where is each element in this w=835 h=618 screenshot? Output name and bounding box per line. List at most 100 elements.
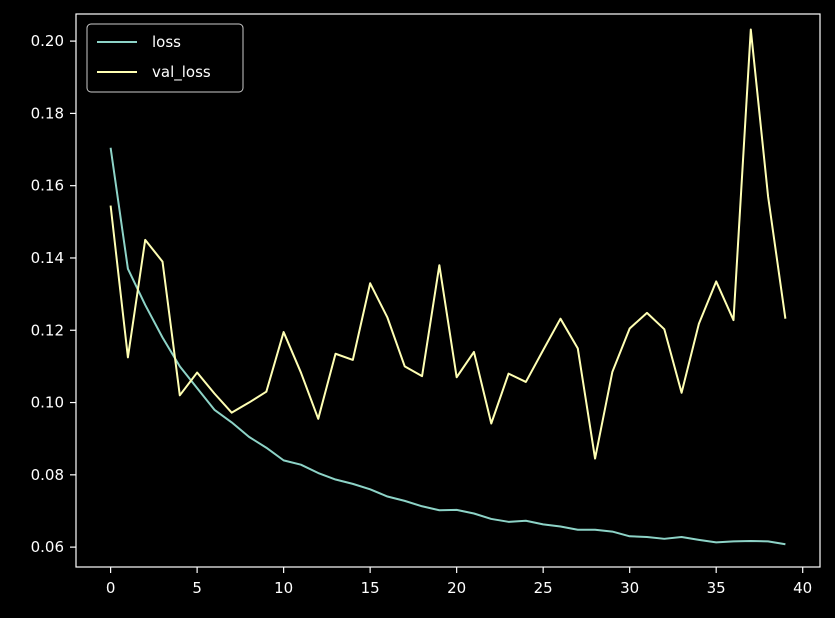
legend: loss val_loss: [86, 23, 244, 93]
data-point-loss-18: [420, 504, 424, 508]
data-point-val_loss-6: [212, 392, 216, 396]
data-point-val_loss-38: [766, 195, 770, 199]
data-point-val_loss-39: [783, 317, 787, 321]
legend-label-val_loss: val_loss: [152, 63, 211, 82]
data-point-val_loss-20: [455, 375, 459, 379]
data-point-loss-21: [472, 512, 476, 516]
data-point-val_loss-12: [316, 417, 320, 421]
data-point-loss-2: [143, 303, 147, 307]
data-point-val_loss-19: [437, 263, 441, 267]
y-tick-label: 0.20: [31, 32, 64, 50]
data-point-val_loss-30: [628, 326, 632, 330]
data-point-loss-33: [680, 535, 684, 539]
x-tick-label: 20: [447, 579, 466, 597]
y-axis: 0.06 0.08 0.10 0.12 0.14 0.16 0.18 0.20: [31, 32, 76, 556]
data-point-loss-32: [662, 537, 666, 541]
data-point-loss-28: [593, 528, 597, 532]
data-point-loss-5: [195, 386, 199, 390]
data-point-val_loss-9: [264, 390, 268, 394]
data-point-val_loss-34: [697, 322, 701, 326]
x-tick-label: 35: [707, 579, 726, 597]
data-point-loss-12: [316, 471, 320, 475]
data-point-val_loss-2: [143, 238, 147, 242]
data-point-val_loss-3: [161, 260, 165, 264]
data-point-loss-30: [628, 534, 632, 538]
data-point-loss-39: [783, 542, 787, 546]
data-point-val_loss-17: [403, 364, 407, 368]
series-line-val_loss: [109, 28, 787, 460]
data-point-loss-17: [403, 499, 407, 503]
data-point-val_loss-18: [420, 374, 424, 378]
data-point-val_loss-32: [662, 327, 666, 331]
data-point-loss-24: [524, 519, 528, 523]
data-point-val_loss-11: [299, 371, 303, 375]
data-point-loss-37: [749, 539, 753, 543]
x-tick-label: 5: [192, 579, 202, 597]
data-point-val_loss-1: [126, 355, 130, 359]
data-point-val_loss-5: [195, 371, 199, 375]
data-point-loss-15: [368, 487, 372, 491]
legend-label-loss: loss: [152, 33, 181, 51]
series-layer: [109, 28, 787, 546]
data-point-val_loss-25: [541, 348, 545, 352]
data-point-loss-13: [334, 478, 338, 482]
series-line-loss: [109, 147, 786, 546]
x-tick-label: 25: [534, 579, 553, 597]
data-point-val_loss-4: [178, 393, 182, 397]
data-point-loss-20: [455, 508, 459, 512]
y-tick-label: 0.06: [31, 538, 64, 556]
data-point-loss-36: [731, 539, 735, 543]
data-point-val_loss-10: [282, 330, 286, 334]
x-tick-label: 10: [274, 579, 293, 597]
data-point-loss-35: [714, 540, 718, 544]
y-tick-label: 0.08: [31, 466, 64, 484]
data-point-loss-31: [645, 535, 649, 539]
data-point-val_loss-35: [714, 279, 718, 283]
y-tick-label: 0.10: [31, 394, 64, 412]
data-point-val_loss-14: [351, 358, 355, 362]
y-tick-label: 0.14: [31, 249, 64, 267]
data-point-loss-16: [385, 495, 389, 499]
y-tick-label: 0.12: [31, 321, 64, 339]
data-point-val_loss-27: [576, 346, 580, 350]
data-point-loss-3: [161, 335, 165, 339]
x-tick-label: 40: [793, 579, 812, 597]
data-point-loss-8: [247, 435, 251, 439]
data-point-loss-9: [264, 446, 268, 450]
data-point-loss-38: [766, 539, 770, 543]
data-point-val_loss-24: [524, 380, 528, 384]
data-point-loss-27: [576, 528, 580, 532]
data-point-loss-26: [558, 525, 562, 529]
data-point-val_loss-33: [680, 391, 684, 395]
x-tick-label: 0: [106, 579, 116, 597]
data-point-loss-14: [351, 482, 355, 486]
data-point-val_loss-28: [593, 457, 597, 461]
data-point-loss-25: [541, 522, 545, 526]
y-tick-label: 0.16: [31, 177, 64, 195]
data-point-loss-29: [610, 530, 614, 534]
data-point-loss-11: [299, 463, 303, 467]
data-point-val_loss-8: [247, 401, 251, 405]
data-point-val_loss-23: [507, 372, 511, 376]
data-point-loss-23: [507, 520, 511, 524]
data-point-val_loss-0: [109, 204, 113, 208]
data-point-loss-22: [489, 517, 493, 521]
x-axis: 0 5 10 15 20 25 30 35 40: [106, 567, 812, 597]
data-point-val_loss-31: [645, 311, 649, 315]
data-point-loss-7: [230, 420, 234, 424]
data-point-val_loss-21: [472, 350, 476, 354]
data-point-loss-19: [437, 508, 441, 512]
data-point-val_loss-15: [368, 281, 372, 285]
data-point-val_loss-36: [731, 318, 735, 322]
data-point-val_loss-13: [334, 352, 338, 356]
plot-frame: [75, 13, 821, 568]
y-tick-label: 0.18: [31, 104, 64, 122]
data-point-val_loss-37: [749, 28, 753, 32]
data-point-val_loss-29: [610, 370, 614, 374]
data-point-loss-6: [212, 408, 216, 412]
data-point-loss-4: [178, 364, 182, 368]
x-tick-label: 30: [620, 579, 639, 597]
data-point-val_loss-16: [385, 316, 389, 320]
data-point-loss-34: [697, 538, 701, 542]
